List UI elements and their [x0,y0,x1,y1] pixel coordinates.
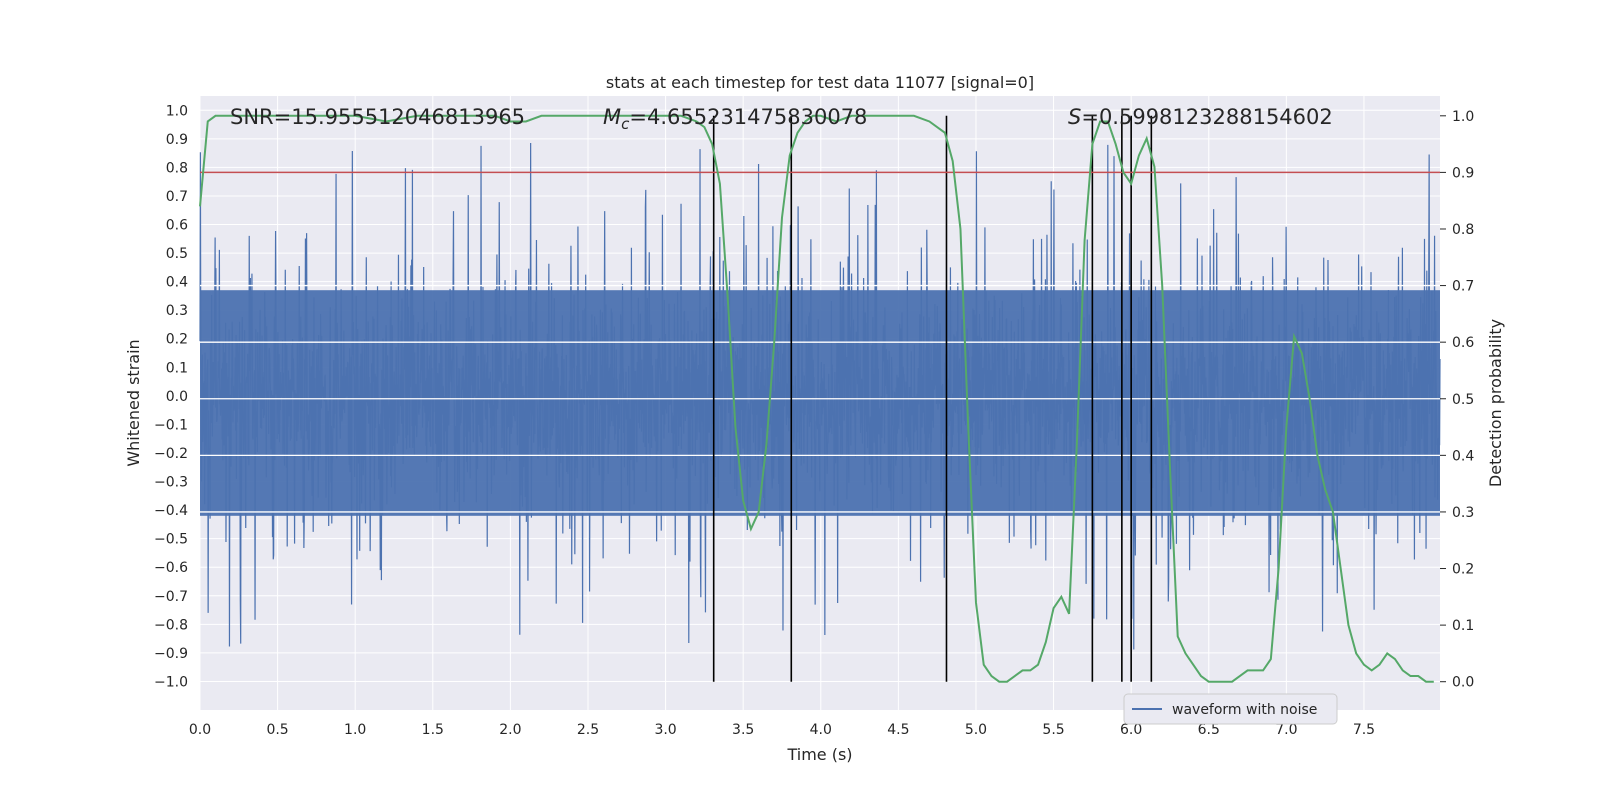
y-tick-label: −0.5 [154,532,188,548]
y-tick-label: −0.9 [154,646,188,662]
snr-s-annotation: S=0.5998123288154602 [1068,105,1333,129]
legend-box [1123,693,1338,725]
chart-title: stats at each timestep for test data 110… [606,73,1034,92]
right-tick-label: 0.2 [1452,562,1474,578]
x-tick-label: 7.0 [1275,722,1297,738]
x-tick-label: 1.0 [344,722,366,738]
y-tick-label: −0.2 [154,446,188,462]
y-tick-label: −0.4 [154,503,188,519]
y-tick-label: 1.0 [166,103,188,119]
x-tick-label: 5.0 [965,722,987,738]
y-tick-label: −0.7 [154,589,188,605]
y-tick-label: 0.0 [166,389,188,405]
detection-probability-line [199,114,1434,683]
x-tick-label: 6.0 [1120,722,1142,738]
x-tick-label: 0.5 [266,722,288,738]
detection-probability-series [199,114,1434,683]
x-axis-ticks: 0.0 0.5 1.0 1.5 2.0 2.5 3.0 3.5 4.0 4.5 5.0 5.5 6.0 6… [189,722,1375,738]
snr-annotation: SNR=15.955512046813965 [230,105,525,129]
y-tick-label: 0.1 [166,360,188,376]
waveform-series [199,142,1441,650]
x-tick-label: 0.0 [189,722,211,738]
y-tick-label: 0.9 [166,132,188,148]
x-tick-label: 4.0 [810,722,832,738]
y-tick-label: 0.5 [166,246,188,262]
x-tick-label: 3.0 [654,722,676,738]
waveform-dense-band [200,290,1440,516]
right-tick-label: 0.3 [1452,505,1474,521]
right-y-axis-label: Detection probability [1486,319,1505,487]
x-tick-label: 2.0 [499,722,521,738]
right-tick-label: 0.4 [1452,448,1474,464]
x-axis-label: Time (s) [786,745,852,764]
right-tick-label: 0.5 [1452,392,1474,408]
right-tick-label: 0.9 [1452,165,1474,181]
chirp-mass-value: =4.655231475830078 [629,105,867,129]
y-tick-label: 0.4 [166,275,188,291]
y-tick-label: −0.6 [154,560,188,576]
y-tick-label: 0.7 [166,189,188,205]
y-tick-label: −1.0 [154,674,188,690]
y-tick-label: 0.6 [166,218,188,234]
right-tick-label: 0.1 [1452,618,1474,634]
chirp-mass-subscript: c [621,115,630,133]
y-tick-label: 0.3 [166,303,188,319]
x-tick-label: 1.5 [422,722,444,738]
right-tick-label: 0.7 [1452,279,1474,295]
y-tick-label: 0.8 [166,160,188,176]
y-tick-label: −0.3 [154,475,188,491]
y-tick-label: −0.8 [154,617,188,633]
event-markers [712,115,1153,682]
right-tick-label: 1.0 [1452,109,1474,125]
x-tick-label: 6.5 [1198,722,1220,738]
s-symbol: S [1068,105,1081,129]
legend-label: waveform with noise [1172,702,1317,718]
y-tick-label: −0.1 [154,417,188,433]
right-axis-ticks: 1.0 0.9 0.8 0.7 0.6 0.5 0.4 0.3 0.2 0.1 0.0 [1440,109,1474,691]
right-tick-label: 0.8 [1452,222,1474,238]
chirp-mass-annotation: Mc=4.655231475830078 [603,105,867,133]
s-value: =0.5998123288154602 [1081,105,1332,129]
x-tick-label: 7.5 [1353,722,1375,738]
y-axis-label: Whitened strain [124,339,143,466]
right-axis-grid [200,284,1440,513]
legend: waveform with noise [1123,693,1338,725]
right-tick-label: 0.0 [1452,675,1474,691]
y-tick-label: 0.2 [166,332,188,348]
x-tick-label: 3.5 [732,722,754,738]
x-tick-label: 5.5 [1042,722,1064,738]
chirp-mass-symbol: M [603,105,621,129]
x-tick-label: 2.5 [577,722,599,738]
y-axis-ticks: 1.0 0.9 0.8 0.7 0.6 0.5 0.4 0.3 0.2 0.1 0.0 −0.1 −0.… [154,103,188,690]
x-tick-label: 4.5 [887,722,909,738]
right-tick-label: 0.6 [1452,335,1474,351]
